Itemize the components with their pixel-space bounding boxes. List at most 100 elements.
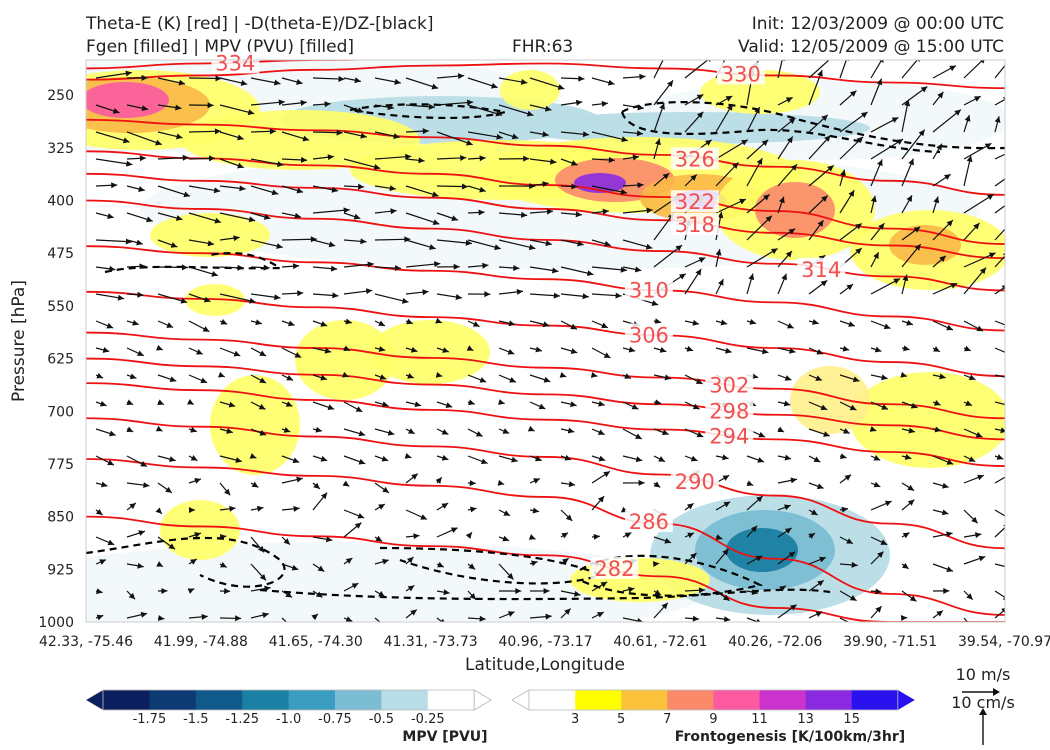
fgen-tick-label: 13 [797,712,814,727]
wind-arrowhead [437,561,444,568]
wind-arrowhead [330,265,338,272]
wind-arrowhead [378,591,385,597]
mpv-colorbar-segment [149,690,197,710]
wind-arrowhead [378,504,385,510]
wind-arrowhead [692,319,699,326]
theta-e-label: 334 [215,51,255,75]
wind-arrow [901,129,926,160]
wind-arrowhead [168,543,176,550]
wind-arrowhead [228,401,236,408]
wind-arrowhead [746,480,754,487]
wind-arrow [653,60,664,79]
wind-arrowhead [219,533,227,540]
wind-arrowhead [239,185,246,192]
wind-arrowhead [379,374,387,380]
wind-arrowhead [756,496,763,503]
x-tick-label: 41.65, -74.30 [269,634,363,650]
wind-arrowhead [883,323,891,330]
wind-arrowhead [874,346,882,353]
wind-arrowhead [207,102,214,109]
theta-e-label-bg [797,257,846,280]
wind-arrowhead [143,482,150,489]
init-time: Init: 12/03/2009 @ 00:00 UTC [751,14,1004,34]
wind-arrow [808,60,830,79]
wind-arrowhead [968,374,976,381]
wind-arrowhead [577,240,584,247]
wind-arrowhead [597,612,604,618]
wind-arrowhead [946,220,953,227]
wind-arrowhead [373,163,381,170]
wind-arrowhead [136,239,143,246]
wind-arrowhead [1008,375,1014,381]
theta-e-label: 294 [709,424,749,448]
mpv-tick-label: -0.25 [411,712,445,727]
wind-arrowhead [472,321,480,327]
mpv-colorbar-segment [288,690,336,710]
fgen-colorbar-extend-right [897,690,915,710]
theta-e-line [86,331,1005,420]
wind-arrowhead [502,428,510,434]
wind-arrowhead [816,348,824,355]
wind-arrowhead [190,426,197,433]
fgen-fill [150,213,270,257]
fgen-colorbar-segment [529,690,576,710]
wind-arrowhead [274,294,281,301]
wind-arrowhead [741,139,748,146]
wind-arrowhead [975,431,983,438]
wind-arrowhead [96,588,103,595]
wind-arrowhead [508,320,516,327]
wind-arrowhead [1002,253,1005,257]
wind-arrowhead [686,345,694,352]
wind-arrowhead [893,278,901,285]
wind-arrowhead [475,431,483,437]
wind-arrow [994,476,1005,484]
wind-arrowhead [717,279,724,286]
wind-arrowhead [432,219,440,226]
mpv-tick-label: -1.25 [225,712,259,727]
wind-arrowhead [603,352,611,358]
wind-arrowhead [787,322,794,329]
wind-arrowhead [757,457,764,463]
wind-arrowhead [906,195,913,202]
wind-arrowhead [876,78,883,86]
wind-arrow [994,228,1005,241]
wind-arrowhead [513,264,520,271]
wind-arrowhead [653,481,661,488]
theta-e-line [86,417,1005,550]
wind-arrowhead [690,174,697,181]
wind-arrowhead [994,116,1001,123]
wind-arrowhead [908,158,914,166]
wind-arrowhead [404,453,412,459]
wind-arrowhead [317,565,325,572]
wind-arrowhead [194,532,201,538]
wind-arrowhead [283,538,290,545]
wind-arrowhead [411,473,418,480]
wind-arrowhead [313,482,320,489]
stability-line [86,536,286,588]
wind-arrowhead [258,403,266,410]
wind-arrowhead [211,270,218,277]
wind-arrowhead [725,95,733,102]
wind-arrowhead [842,345,850,352]
wind-arrowhead [375,535,383,542]
wind-arrowhead [557,84,565,90]
wind-arrowhead [294,212,301,219]
wind-arrowhead [1013,169,1020,175]
fgen-colorbar-frame [528,689,899,711]
wind-arrowhead [100,481,108,488]
wind-arrowhead [1008,54,1014,61]
wind-arrowhead [659,103,665,110]
wind-arrowhead [621,136,628,143]
wind-arrowhead [478,209,485,216]
wind-arrowhead [848,190,855,197]
fgen-colorbar-segment [759,690,807,710]
wind-arrowhead [509,377,516,383]
wind-arrowhead [293,505,300,512]
wind-arrowhead [178,79,186,86]
wind-arrowhead [155,139,162,146]
fgen-fill [850,372,1005,468]
wind-arrowhead [559,372,567,378]
wind-arrowhead [495,110,503,117]
wind-arrowhead [235,615,242,622]
wind-arrowhead [636,130,644,137]
